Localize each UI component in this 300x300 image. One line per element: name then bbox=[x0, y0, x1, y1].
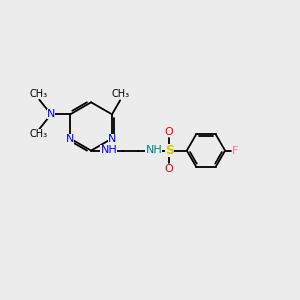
Text: S: S bbox=[165, 144, 174, 157]
Text: O: O bbox=[165, 164, 173, 174]
Text: N: N bbox=[47, 110, 55, 119]
Text: NH: NH bbox=[100, 145, 117, 155]
Text: N: N bbox=[66, 134, 74, 143]
Text: CH₃: CH₃ bbox=[30, 89, 48, 99]
Text: N: N bbox=[108, 134, 116, 143]
Text: NH: NH bbox=[146, 145, 162, 155]
Text: CH₃: CH₃ bbox=[111, 89, 129, 99]
Text: F: F bbox=[232, 146, 239, 156]
Text: O: O bbox=[165, 127, 173, 137]
Text: CH₃: CH₃ bbox=[30, 129, 48, 140]
